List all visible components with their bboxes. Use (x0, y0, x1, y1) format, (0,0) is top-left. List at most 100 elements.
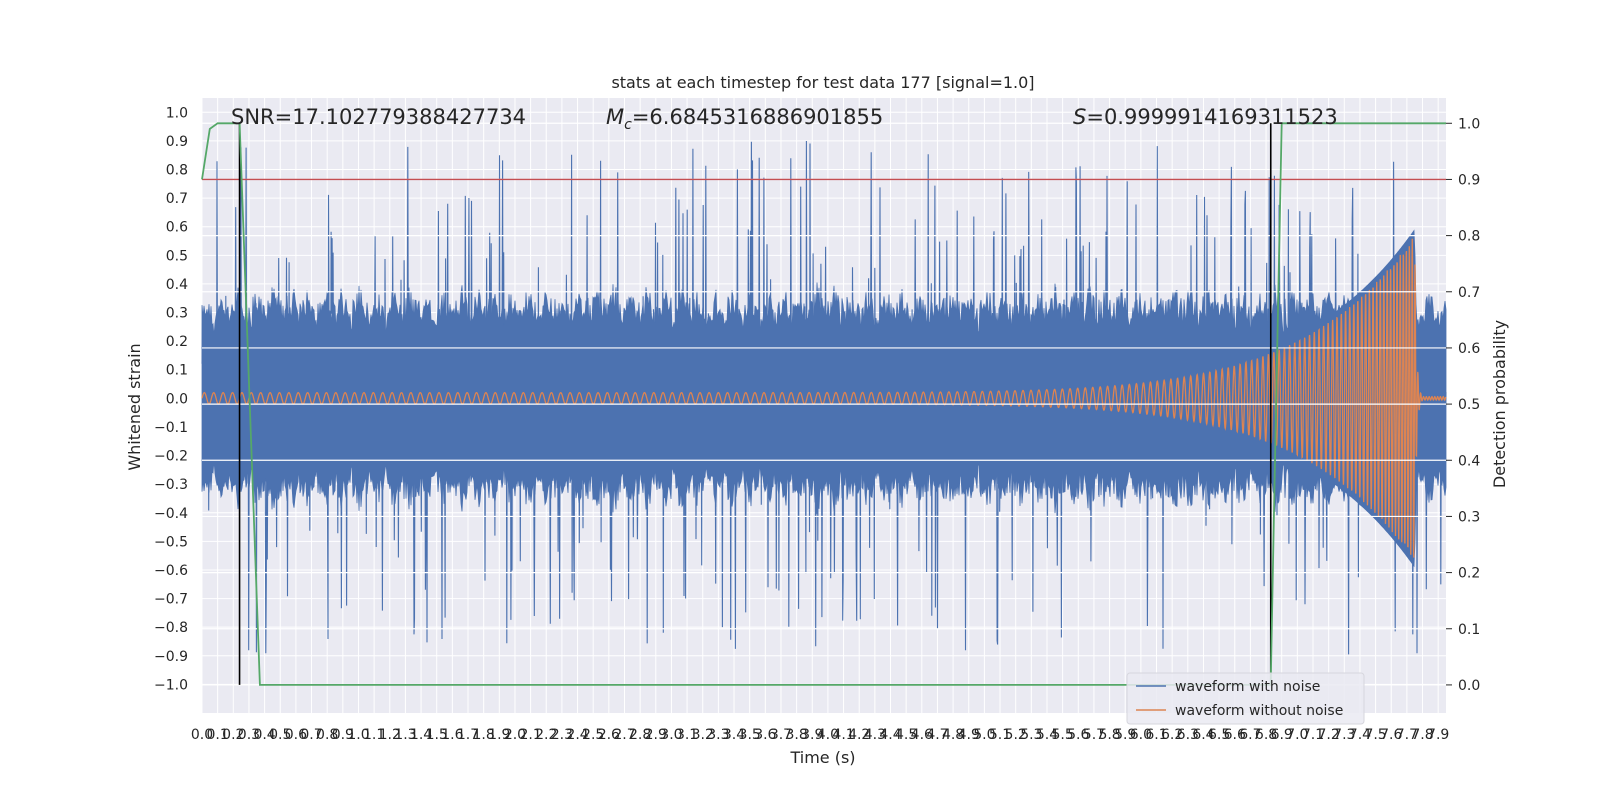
x-tick-label: 1.7 (457, 727, 479, 743)
x-tick-label: 1.8 (473, 727, 495, 743)
x-tick-label: 2.0 (504, 727, 526, 743)
x-tick-label: 1.1 (363, 727, 385, 743)
x-tick-label: 4.4 (879, 727, 901, 743)
y-tick-label: −0.2 (154, 449, 188, 465)
x-tick-label: 5.1 (989, 727, 1011, 743)
x-axis-ticks: 0.00.10.20.30.40.50.60.70.80.91.01.11.21… (191, 727, 1449, 743)
series-waveform-without-noise (201, 238, 1447, 558)
x-tick-label: 2.8 (629, 727, 651, 743)
x-tick-label: 4.8 (942, 727, 964, 743)
x-tick-label: 1.6 (441, 727, 463, 743)
x-tick-label: 6.2 (1161, 727, 1183, 743)
y-tick-label: 1.0 (166, 105, 188, 121)
x-tick-label: 7.1 (1302, 727, 1324, 743)
y-tick-label: −0.6 (154, 563, 188, 579)
x-tick-label: 4.5 (895, 727, 917, 743)
noisy-waveform-body (201, 229, 1447, 568)
x-tick-label: 2.4 (566, 727, 588, 743)
y-tick-label: 0.7 (166, 191, 188, 207)
x-tick-label: 0.6 (285, 727, 307, 743)
y-tick-label: 0.1 (166, 363, 188, 379)
x-tick-label: 5.9 (1114, 727, 1136, 743)
x-tick-label: 6.8 (1255, 727, 1277, 743)
x-tick-label: 7.6 (1380, 727, 1402, 743)
x-tick-label: 0.7 (300, 727, 322, 743)
x-tick-label: 5.3 (1020, 727, 1042, 743)
y-tick-label: 0.0 (166, 391, 188, 407)
x-tick-label: 2.7 (613, 727, 635, 743)
x-tick-label: 7.3 (1333, 727, 1355, 743)
x-tick-label: 3.1 (676, 727, 698, 743)
y-tick-label: 0.2 (166, 334, 188, 350)
x-tick-label: 7.5 (1364, 727, 1386, 743)
x-tick-label: 1.5 (426, 727, 448, 743)
x-tick-label: 3.5 (739, 727, 761, 743)
chirp-mass-symbol: M (606, 105, 624, 129)
y-tick-label: 0.4 (166, 277, 188, 293)
x-tick-label: 5.0 (973, 727, 995, 743)
y-tick-label: −0.1 (154, 420, 188, 436)
x-tick-label: 3.2 (692, 727, 714, 743)
x-tick-label: 0.8 (316, 727, 338, 743)
series-waveform-with-noise (201, 140, 1447, 655)
x-tick-label: 3.3 (707, 727, 729, 743)
x-tick-label: 2.9 (645, 727, 667, 743)
x-tick-label: 0.4 (253, 727, 275, 743)
clean-waveform-line (201, 238, 1447, 558)
y2-tick-label: 1.0 (1458, 116, 1480, 132)
x-tick-label: 2.1 (519, 727, 541, 743)
detection-probability-line (201, 122, 1446, 686)
y2-tick-label: 0.0 (1458, 678, 1480, 694)
y2-tick-label: 0.4 (1458, 453, 1480, 469)
y2-tick-label: 0.2 (1458, 566, 1480, 582)
chirp-mass-subscript: c (624, 117, 632, 133)
x-tick-label: 2.2 (535, 727, 557, 743)
x-tick-label: 3.6 (754, 727, 776, 743)
chirp-mass-value: =6.6845316886901855 (632, 105, 883, 129)
x-tick-label: 5.6 (1067, 727, 1089, 743)
y-tick-label: 0.6 (166, 220, 188, 236)
x-tick-label: 6.4 (1192, 727, 1214, 743)
y-axis-ticks: 1.0 0.9 0.8 0.7 0.6 0.5 0.4 0.3 0.2 0.1 0.0 −0.1 −0.… (154, 105, 188, 693)
x-tick-label: 1.2 (379, 727, 401, 743)
x-tick-label: 6.0 (1130, 727, 1152, 743)
x-tick-label: 4.2 (848, 727, 870, 743)
legend-box (1126, 672, 1365, 725)
x-tick-label: 5.5 (1051, 727, 1073, 743)
y-tick-label: −0.3 (154, 477, 188, 493)
x-tick-label: 6.7 (1239, 727, 1261, 743)
legend-entry-clean: waveform without noise (1175, 703, 1343, 719)
x-tick-label: 1.0 (347, 727, 369, 743)
x-tick-label: 3.0 (660, 727, 682, 743)
x-tick-label: 3.8 (785, 727, 807, 743)
y2-axis-ticks: 1.0 0.9 0.8 0.7 0.6 0.5 0.4 0.3 0.2 0.1 0.0 (1446, 116, 1480, 694)
x-tick-label: 2.5 (582, 727, 604, 743)
x-tick-label: 7.4 (1349, 727, 1371, 743)
y-tick-label: −0.7 (154, 592, 188, 608)
legend-entry-noisy: waveform with noise (1175, 679, 1320, 695)
score-annotation: S=0.9999914169311523 (1073, 105, 1338, 129)
x-tick-label: 7.7 (1396, 727, 1418, 743)
x-axis-label: Time (s) (789, 748, 855, 767)
x-tick-label: 5.7 (1083, 727, 1105, 743)
x-tick-label: 2.6 (598, 727, 620, 743)
y2-tick-label: 0.6 (1458, 341, 1480, 357)
legend: waveform with noise waveform without noi… (1126, 672, 1365, 725)
y-tick-label: 0.8 (166, 163, 188, 179)
chirp-mass-annotation: Mc=6.6845316886901855 (606, 105, 883, 133)
x-tick-label: 6.1 (1145, 727, 1167, 743)
score-value: =0.9999914169311523 (1086, 105, 1337, 129)
x-tick-label: 3.4 (723, 727, 745, 743)
x-tick-label: 6.6 (1224, 727, 1246, 743)
y-tick-label: 0.9 (166, 134, 188, 150)
x-tick-label: 5.8 (1098, 727, 1120, 743)
y-tick-label: −0.4 (154, 506, 188, 522)
score-symbol: S (1073, 105, 1086, 129)
y-tick-label: −1.0 (154, 677, 188, 693)
y-tick-label: −0.9 (154, 649, 188, 665)
y2-tick-label: 0.3 (1458, 509, 1480, 525)
y-tick-label: 0.5 (166, 248, 188, 264)
x-tick-label: 0.0 (191, 727, 213, 743)
y-tick-label: 0.3 (166, 306, 188, 322)
x-tick-label: 4.0 (817, 727, 839, 743)
